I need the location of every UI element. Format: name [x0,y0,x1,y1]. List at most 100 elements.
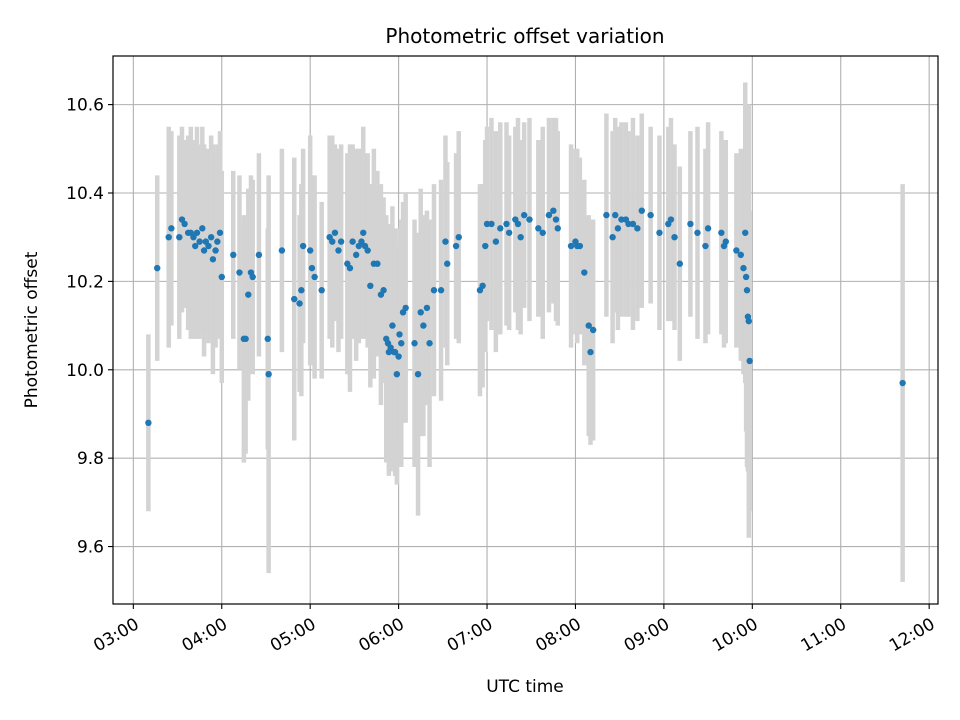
data-point [497,225,504,232]
data-point [526,216,533,223]
data-point [585,322,592,329]
y-axis-ticks: 9.6 9.8 10.0 10.2 10.4 10.6 [66,96,113,558]
data-point [218,273,225,281]
data-point [629,220,637,228]
data-point [638,207,645,214]
data-point [647,211,654,219]
data-point [609,233,616,241]
data-point [249,273,256,281]
data-point [452,242,460,250]
data-point [199,225,206,232]
data-point [488,220,495,228]
x-axis-label: UTC time [486,677,564,697]
data-point [625,220,632,228]
data-point [358,238,365,245]
data-point [264,335,271,343]
data-point [482,242,489,250]
data-point [718,229,725,236]
data-point [393,370,401,378]
data-point [589,326,597,334]
data-point [576,242,584,250]
data-point [216,229,224,236]
data-point [255,251,263,259]
data-point [483,220,491,228]
data-point [298,287,305,294]
data-point [242,335,249,343]
data-point [192,242,199,250]
chart-title: Photometric offset variation [385,24,664,48]
data-point [423,304,431,312]
data-point [145,419,152,427]
data-point [299,242,307,250]
data-point [742,229,749,236]
data-point [380,287,387,294]
data-point [503,220,510,228]
data-point [364,247,371,254]
data-point [492,238,500,245]
data-point [430,287,438,294]
data-point [396,331,403,338]
data-point [704,225,712,232]
data-point [426,340,433,347]
data-point [154,264,161,272]
data-point [740,264,747,272]
data-point [374,260,381,267]
data-point [214,238,221,245]
data-point [296,300,303,307]
data-point [337,238,345,245]
data-point [746,357,753,365]
data-point [196,238,203,245]
y-tick-label: 9.6 [77,538,104,558]
data-point [722,238,729,245]
data-point [306,247,314,254]
y-tick-label: 10.0 [66,361,104,381]
data-point [209,256,217,263]
data-point [349,238,356,245]
data-point [552,216,560,223]
data-point [329,238,336,245]
data-point [411,340,418,347]
y-tick-label: 10.6 [66,96,104,116]
data-point [193,229,201,236]
data-point [437,287,445,294]
data-point [618,216,625,223]
data-point [352,251,360,259]
data-point [207,233,215,241]
data-point [505,229,513,236]
data-point [581,269,588,276]
data-point [212,247,219,254]
data-point [743,287,751,294]
data-point [520,211,528,219]
data-point [181,220,188,228]
data-point [687,220,694,228]
y-axis-label: Photometric offset [22,251,42,408]
data-point [444,260,451,267]
data-point [318,287,325,294]
data-point [176,233,183,241]
data-point [554,225,561,232]
data-point [733,247,740,254]
data-point [671,233,678,241]
data-point [190,233,197,241]
data-point [311,273,318,281]
data-point [389,322,396,329]
data-point [236,269,243,276]
data-point [398,340,405,347]
data-point [335,247,342,254]
data-point [634,225,641,232]
data-point [455,233,462,241]
data-point [391,348,399,356]
data-point [442,238,449,245]
data-point [612,211,619,219]
data-point [702,242,709,250]
data-point [535,225,542,232]
data-point [603,211,610,219]
data-point [367,282,374,290]
data-point [694,229,701,236]
data-point [402,304,409,312]
data-point [737,251,745,259]
data-point [614,225,622,232]
data-point [420,322,427,329]
data-point [676,260,684,267]
